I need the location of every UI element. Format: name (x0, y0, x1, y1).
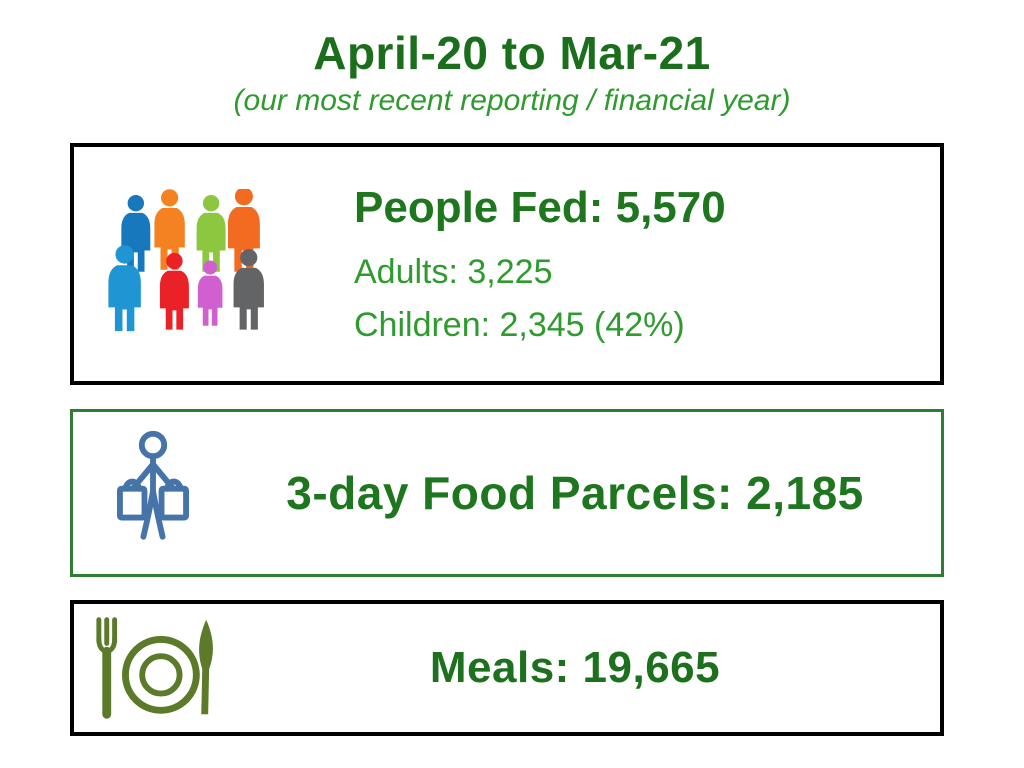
slide-header: April-20 to Mar-21 (our most recent repo… (0, 26, 1024, 118)
people-fed-text: People Fed: 5,570 Adults: 3,225 Children… (354, 183, 940, 345)
food-parcels-card: 3-day Food Parcels: 2,185 (70, 409, 944, 577)
food-parcels-text: 3-day Food Parcels: 2,185 (233, 466, 941, 520)
fork-plate-knife-icon (74, 613, 234, 723)
people-group-icon (74, 189, 354, 339)
meals-heading: Meals: 19,665 (429, 643, 721, 692)
people-fed-card: People Fed: 5,570 Adults: 3,225 Children… (70, 143, 944, 385)
people-fed-heading: People Fed: 5,570 (354, 183, 726, 232)
food-parcels-heading: 3-day Food Parcels: 2,185 (286, 467, 864, 519)
meals-text: Meals: 19,665 (234, 643, 940, 693)
page-subtitle: (our most recent reporting / financial y… (233, 84, 791, 117)
children-line: Children: 2,345 (42%) (354, 306, 685, 344)
shopper-with-bags-icon (73, 429, 233, 557)
page-title: April-20 to Mar-21 (313, 27, 711, 79)
adults-line: Adults: 3,225 (354, 253, 553, 291)
meals-card: Meals: 19,665 (70, 600, 944, 736)
